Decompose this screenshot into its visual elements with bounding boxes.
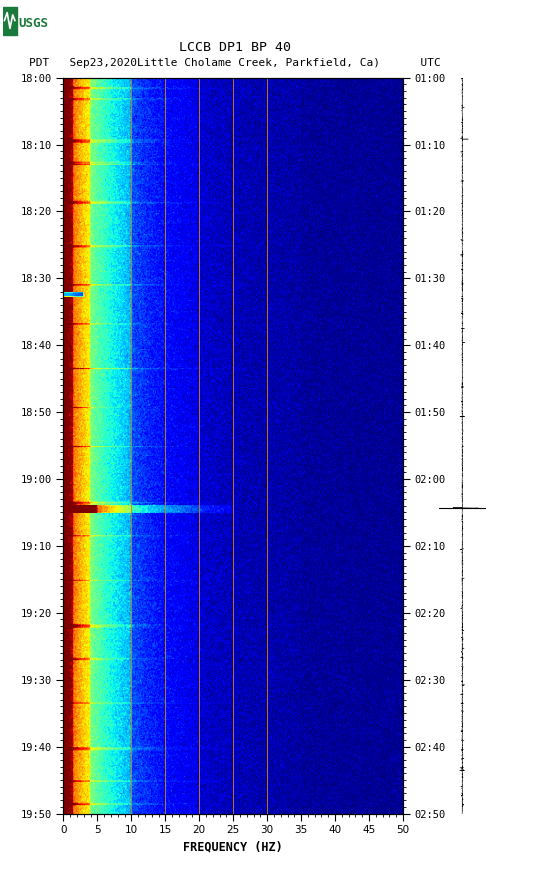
Bar	[3, 7, 17, 35]
X-axis label: FREQUENCY (HZ): FREQUENCY (HZ)	[183, 841, 283, 854]
Text: PDT   Sep23,2020Little Cholame Creek, Parkfield, Ca)      UTC: PDT Sep23,2020Little Cholame Creek, Park…	[29, 58, 440, 68]
Text: LCCB DP1 BP 40: LCCB DP1 BP 40	[179, 40, 290, 54]
Text: USGS: USGS	[18, 18, 48, 30]
